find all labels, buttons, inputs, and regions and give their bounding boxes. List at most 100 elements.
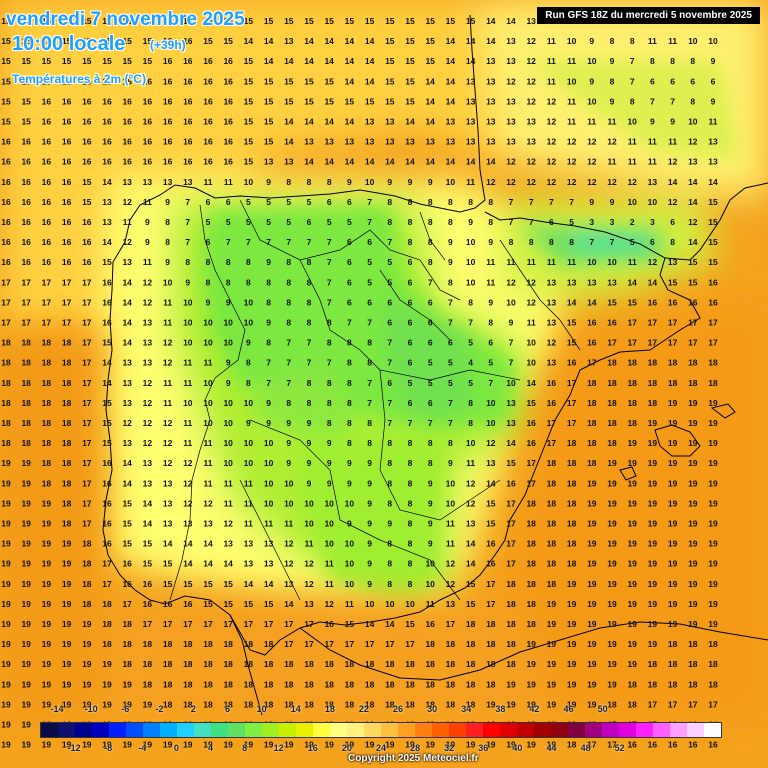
grid-value: 18 — [62, 458, 72, 468]
grid-value: 19 — [21, 599, 31, 609]
grid-value: 18 — [62, 478, 72, 488]
grid-value: 18 — [264, 699, 274, 709]
grid-value: 11 — [587, 117, 596, 127]
grid-value: 7 — [549, 197, 554, 207]
grid-value: 19 — [688, 478, 698, 488]
grid-value: 18 — [264, 639, 274, 649]
grid-value: 15 — [102, 418, 112, 428]
grid-value: 18 — [62, 418, 72, 428]
grid-value: 19 — [1, 539, 11, 549]
grid-value: 16 — [708, 297, 718, 307]
grid-value: 19 — [21, 458, 31, 468]
grid-value: 18 — [385, 699, 395, 709]
grid-value: 7 — [569, 197, 574, 207]
grid-value: 5 — [286, 197, 291, 207]
grid-value: 16 — [102, 137, 112, 147]
grid-value: 18 — [405, 679, 415, 689]
grid-value: 8 — [206, 257, 211, 267]
grid-value: 16 — [183, 117, 193, 127]
grid-value: 18 — [284, 699, 294, 709]
scale-swatch — [466, 723, 483, 737]
grid-value: 13 — [163, 498, 173, 508]
grid-value: 12 — [163, 338, 173, 348]
grid-value: 6 — [488, 338, 493, 348]
grid-value: 14 — [466, 36, 476, 46]
grid-value: 18 — [102, 639, 112, 649]
scale-tick-top: -10 — [84, 704, 98, 714]
grid-value: 16 — [587, 338, 597, 348]
grid-value: 17 — [627, 338, 637, 348]
grid-value: 11 — [123, 217, 132, 227]
grid-value: 17 — [82, 358, 92, 368]
grid-value: 19 — [42, 579, 52, 589]
scale-tick-bottom: 8 — [242, 743, 248, 753]
grid-value: 19 — [708, 478, 718, 488]
grid-value: 19 — [547, 639, 557, 649]
scale-tick-top: -6 — [121, 704, 130, 714]
grid-value: 19 — [82, 659, 92, 669]
grid-value: 15 — [102, 338, 112, 348]
grid-value: 18 — [183, 659, 193, 669]
grid-value: 19 — [668, 599, 678, 609]
grid-value: 15 — [163, 579, 173, 589]
grid-value: 17 — [304, 619, 314, 629]
grid-value: 19 — [547, 740, 557, 750]
scale-tick-bottom: 12 — [273, 743, 284, 753]
grid-value: 9 — [367, 519, 372, 529]
grid-value: 16 — [122, 137, 132, 147]
grid-value: 8 — [387, 539, 392, 549]
grid-value: 16 — [203, 76, 213, 86]
grid-value: 14 — [304, 36, 314, 46]
grid-value: 17 — [122, 599, 132, 609]
grid-value: 15 — [21, 117, 31, 127]
grid-value: 12 — [648, 257, 658, 267]
grid-value: 15 — [345, 16, 355, 26]
scale-swatch — [551, 723, 568, 737]
grid-value: 14 — [486, 157, 496, 167]
grid-value: 10 — [466, 438, 476, 448]
grid-value: 18 — [567, 458, 577, 468]
grid-value: 12 — [587, 177, 597, 187]
grid-value: 15 — [102, 257, 112, 267]
grid-value: 19 — [1, 679, 11, 689]
grid-value: 15 — [122, 16, 132, 26]
grid-value: 16 — [547, 398, 557, 408]
grid-value: 15 — [183, 579, 193, 589]
grid-value: 19 — [1, 559, 11, 569]
grid-value: 18 — [1, 378, 11, 388]
grid-value: 19 — [587, 498, 597, 508]
grid-value: 15 — [284, 96, 294, 106]
grid-value: 17 — [62, 318, 72, 328]
grid-value: 19 — [587, 478, 597, 488]
grid-value: 7 — [529, 217, 534, 227]
grid-value: 15 — [244, 157, 254, 167]
grid-value: 14 — [122, 277, 132, 287]
grid-value: 19 — [648, 519, 658, 529]
grid-value: 7 — [630, 56, 635, 66]
grid-value: 7 — [448, 297, 453, 307]
grid-value: 6 — [347, 197, 352, 207]
grid-value: 10 — [688, 117, 698, 127]
grid-value: 18 — [82, 539, 92, 549]
grid-value: 15 — [708, 257, 718, 267]
grid-value: 19 — [62, 559, 72, 569]
temperature-values-grid: 15 15 15 15 15 15 15 15 15 15 15 15 15 15 15 15 15 15 15 15… — [1, 16, 718, 750]
grid-value: 5 — [448, 358, 453, 368]
grid-value: 13 — [264, 559, 274, 569]
grid-value: 16 — [183, 137, 193, 147]
grid-value: 19 — [627, 458, 637, 468]
scale-tick-bottom: 52 — [614, 743, 625, 753]
grid-value: 19 — [446, 740, 456, 750]
scale-swatch — [687, 723, 704, 737]
grid-value: 19 — [82, 699, 92, 709]
grid-value: 9 — [428, 498, 433, 508]
grid-value: 9 — [367, 539, 372, 549]
scale-swatch — [449, 723, 466, 737]
grid-value: 19 — [567, 679, 577, 689]
grid-value: 15 — [21, 96, 31, 106]
grid-value: 5 — [569, 217, 574, 227]
grid-value: 8 — [286, 297, 291, 307]
grid-value: 7 — [347, 318, 352, 328]
grid-value: 15 — [304, 76, 314, 86]
grid-value: 11 — [668, 137, 677, 147]
